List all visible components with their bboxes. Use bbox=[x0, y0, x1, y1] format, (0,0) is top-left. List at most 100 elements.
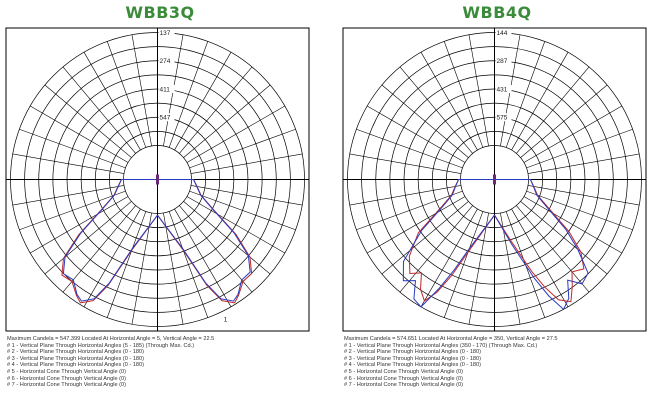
grid-spoke bbox=[12, 153, 125, 174]
ring-label: 144 bbox=[497, 30, 508, 37]
note-line: Maximum Candela = 547.399 Located At Hor… bbox=[7, 336, 215, 342]
grid-spoke bbox=[356, 190, 463, 231]
grid-spoke bbox=[19, 190, 126, 231]
note-line: # 3 - Vertical Plane Through Horizontal … bbox=[344, 355, 482, 362]
polar-chart: 547 411 274 137 1 bbox=[5, 27, 310, 332]
series-end-label: 1 bbox=[224, 317, 228, 324]
photometric-notes: Maximum Candela = 574.651 Located At Hor… bbox=[344, 336, 652, 389]
note-line: # 3 - Vertical Plane Through Horizontal … bbox=[7, 355, 145, 362]
grid-spoke bbox=[168, 211, 209, 318]
note-line: # 4 - Vertical Plane Through Horizontal … bbox=[344, 362, 482, 369]
grid-spoke bbox=[44, 201, 132, 275]
grid-spoke bbox=[399, 66, 473, 154]
photometric-panel-wbb4q: WBB4Q 575 431 287 144 Maximum Candela = 574… bbox=[342, 0, 652, 404]
grid-spoke bbox=[516, 205, 590, 293]
ring-label: 575 bbox=[497, 115, 508, 122]
chart-title: WBB3Q bbox=[125, 3, 195, 22]
grid-spoke bbox=[106, 211, 147, 318]
photometric-panel-wbb3q: WBB3Q 547 411 274 137 1 Maximum Candela = 54… bbox=[5, 0, 315, 404]
note-line: # 7 - Horizontal Cone Through Vertical A… bbox=[7, 382, 126, 389]
ring-label: 137 bbox=[160, 30, 171, 37]
note-line: # 1 - Vertical Plane Through Horizontal … bbox=[344, 342, 538, 349]
grid-spoke bbox=[381, 201, 469, 275]
grid-spoke bbox=[163, 212, 184, 325]
grid-spoke bbox=[527, 153, 640, 174]
grid-spoke bbox=[83, 52, 141, 151]
note-line: # 1 - Vertical Plane Through Horizontal … bbox=[7, 342, 195, 349]
grid-spoke bbox=[189, 128, 296, 169]
grid-spoke bbox=[349, 153, 462, 174]
note-line: # 6 - Horizontal Cone Through Vertical A… bbox=[344, 375, 463, 382]
grid-spoke bbox=[468, 34, 489, 147]
grid-spoke bbox=[186, 196, 285, 254]
grid-spoke bbox=[505, 41, 546, 148]
grid-spoke bbox=[468, 212, 489, 325]
grid-spoke bbox=[511, 208, 569, 307]
grid-spoke bbox=[183, 201, 271, 275]
grid-spoke bbox=[44, 84, 132, 158]
ring-label-bg bbox=[495, 28, 512, 37]
grid-spoke bbox=[179, 66, 253, 154]
grid-spoke bbox=[168, 41, 209, 148]
grid-spoke bbox=[174, 208, 232, 307]
grid-spoke bbox=[399, 205, 473, 293]
ring-label-bg bbox=[495, 85, 512, 94]
note-line: # 5 - Horizontal Cone Through Vertical A… bbox=[344, 368, 463, 375]
grid-spoke bbox=[443, 41, 484, 148]
grid-spoke bbox=[420, 52, 478, 151]
center-marker bbox=[493, 174, 496, 185]
grid-spoke bbox=[420, 208, 478, 307]
ring-label-bg bbox=[158, 84, 175, 93]
ring-label: 411 bbox=[160, 86, 171, 93]
grid-spoke bbox=[186, 105, 285, 163]
grid-spoke bbox=[526, 128, 633, 169]
chart-title: WBB4Q bbox=[462, 3, 532, 22]
grid-spoke bbox=[523, 105, 622, 163]
ring-label: 431 bbox=[497, 87, 508, 94]
grid-spoke bbox=[183, 84, 271, 158]
grid-spoke bbox=[367, 196, 466, 254]
grid-spoke bbox=[367, 105, 466, 163]
grid-spoke bbox=[106, 41, 147, 148]
grid-spoke bbox=[511, 52, 569, 151]
grid-spoke bbox=[189, 190, 296, 231]
grid-spoke bbox=[520, 201, 608, 275]
grid-spoke bbox=[526, 190, 633, 231]
grid-spoke bbox=[30, 196, 129, 254]
ring-label: 274 bbox=[160, 58, 171, 65]
grid-spoke bbox=[62, 66, 136, 154]
ring-label: 287 bbox=[497, 58, 508, 65]
grid-spoke bbox=[131, 212, 152, 325]
grid-spoke bbox=[179, 205, 253, 293]
note-line: # 2 - Vertical Plane Through Horizontal … bbox=[7, 349, 145, 356]
grid-spoke bbox=[356, 128, 463, 169]
polar-chart: 575 431 287 144 bbox=[342, 27, 647, 332]
grid-spoke bbox=[443, 211, 484, 318]
note-line: # 6 - Horizontal Cone Through Vertical A… bbox=[7, 375, 126, 382]
ring-label-bg bbox=[158, 113, 175, 122]
note-line: # 4 - Vertical Plane Through Horizontal … bbox=[7, 362, 145, 369]
grid-spoke bbox=[174, 52, 232, 151]
grid-spoke bbox=[190, 153, 303, 174]
grid-spoke bbox=[12, 185, 125, 206]
grid-spoke bbox=[190, 185, 303, 206]
ring-label-bg bbox=[158, 56, 175, 65]
note-line: # 5 - Horizontal Cone Through Vertical A… bbox=[7, 368, 126, 375]
center-marker bbox=[156, 174, 159, 185]
grid-spoke bbox=[19, 128, 126, 169]
ring-label-bg bbox=[495, 56, 512, 65]
ring-label-bg bbox=[495, 113, 512, 122]
note-line: Maximum Candela = 574.651 Located At Hor… bbox=[344, 336, 558, 342]
grid-spoke bbox=[523, 196, 622, 254]
grid-spoke bbox=[131, 34, 152, 147]
grid-spoke bbox=[83, 208, 141, 307]
grid-spoke bbox=[30, 105, 129, 163]
series-line-blue bbox=[402, 179, 589, 311]
grid-spoke bbox=[520, 84, 608, 158]
grid-spoke bbox=[516, 66, 590, 154]
ring-label: 547 bbox=[160, 115, 171, 122]
grid-spoke bbox=[62, 205, 136, 293]
grid-spoke bbox=[381, 84, 469, 158]
photometric-notes: Maximum Candela = 547.399 Located At Hor… bbox=[7, 336, 315, 389]
note-line: # 7 - Horizontal Cone Through Vertical A… bbox=[344, 382, 463, 389]
